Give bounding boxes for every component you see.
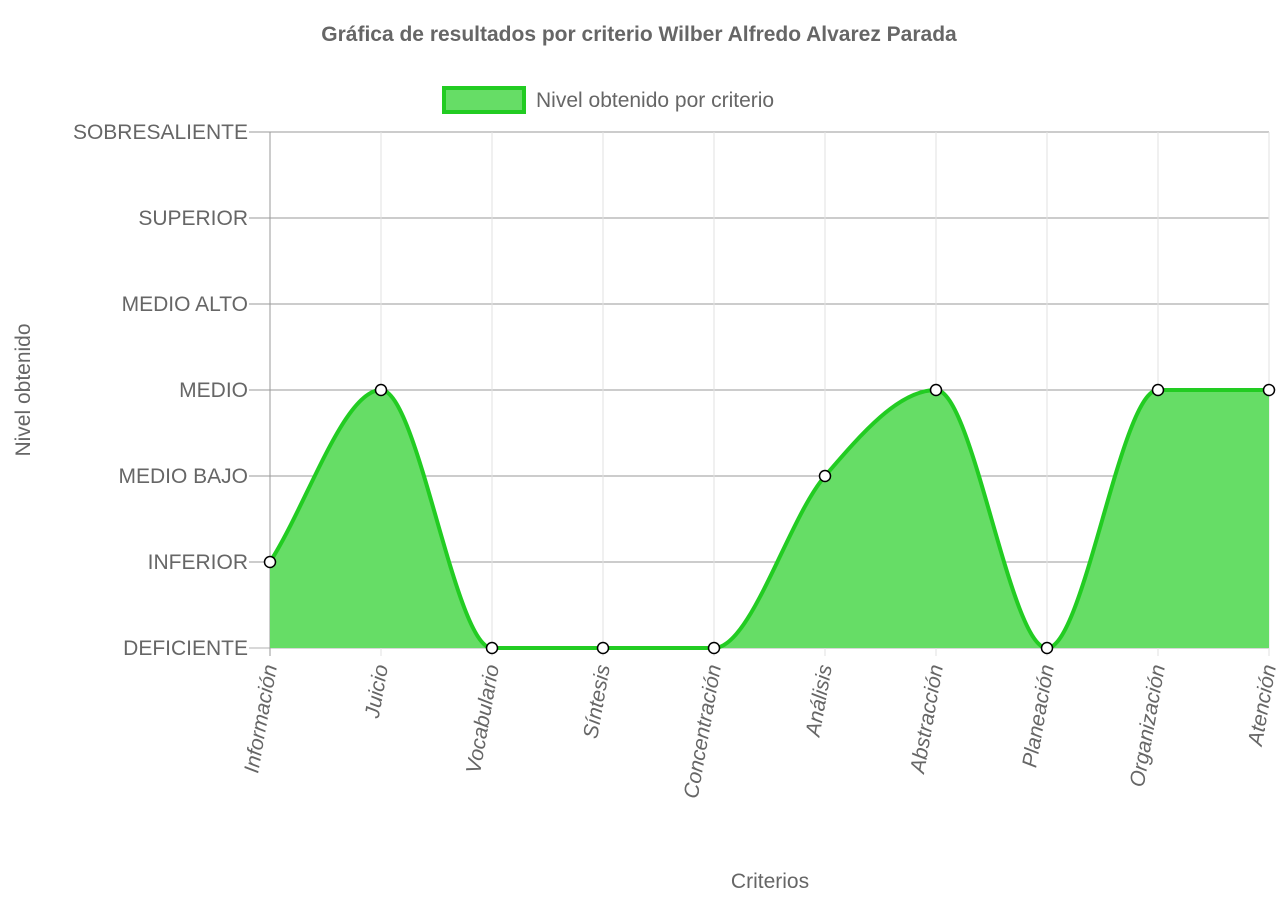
y-tick-label: MEDIO — [179, 379, 248, 402]
x-tick-label: Información — [240, 663, 282, 775]
data-point[interactable] — [818, 469, 832, 483]
series-area-fill — [270, 390, 1269, 648]
data-point[interactable] — [596, 641, 610, 655]
x-tick-label: Vocabulario — [462, 663, 504, 776]
y-axis-ticks: DEFICIENTE INFERIOR MEDIO BAJO MEDIO MEDIO A… — [73, 121, 248, 660]
data-point[interactable] — [263, 555, 277, 569]
y-tick-label: SOBRESALIENTE — [73, 121, 248, 144]
x-tick-label: Atención — [1244, 663, 1278, 749]
y-tick-label: MEDIO ALTO — [122, 293, 248, 316]
data-point[interactable] — [929, 383, 943, 397]
y-tick-label: INFERIOR — [148, 551, 248, 574]
x-tick-label: Concentración — [680, 663, 726, 800]
chart-title: Gráfica de resultados por criterio Wilbe… — [321, 23, 957, 46]
data-point[interactable] — [707, 641, 721, 655]
data-point[interactable] — [374, 383, 388, 397]
legend-swatch — [442, 86, 526, 114]
data-point[interactable] — [485, 641, 499, 655]
data-point[interactable] — [1040, 641, 1054, 655]
x-tick-label: Análisis — [801, 662, 837, 740]
data-point[interactable] — [1151, 383, 1165, 397]
y-axis-title: Nivel obtenido — [12, 323, 35, 456]
y-tick-label: MEDIO BAJO — [118, 465, 248, 488]
data-area — [268, 387, 1269, 651]
series-line — [268, 387, 1269, 651]
data-points — [263, 383, 1276, 655]
x-tick-label: Abstracción — [906, 663, 948, 777]
legend-label: Nivel obtenido por criterio — [536, 89, 774, 112]
x-tick-label: Juicio — [361, 663, 393, 721]
x-axis-ticks: Información Juicio Vocabulario Síntesis Conc… — [240, 662, 1278, 800]
y-tick-label: DEFICIENTE — [123, 637, 248, 660]
legend[interactable]: Nivel obtenido por criterio — [442, 86, 774, 114]
y-tick-label: SUPERIOR — [138, 207, 248, 230]
data-point[interactable] — [1262, 383, 1276, 397]
x-axis-title: Criterios — [731, 870, 809, 893]
x-tick-label: Organización — [1126, 663, 1170, 789]
x-tick-label: Planeación — [1018, 663, 1059, 769]
x-tick-label: Síntesis — [579, 662, 615, 740]
